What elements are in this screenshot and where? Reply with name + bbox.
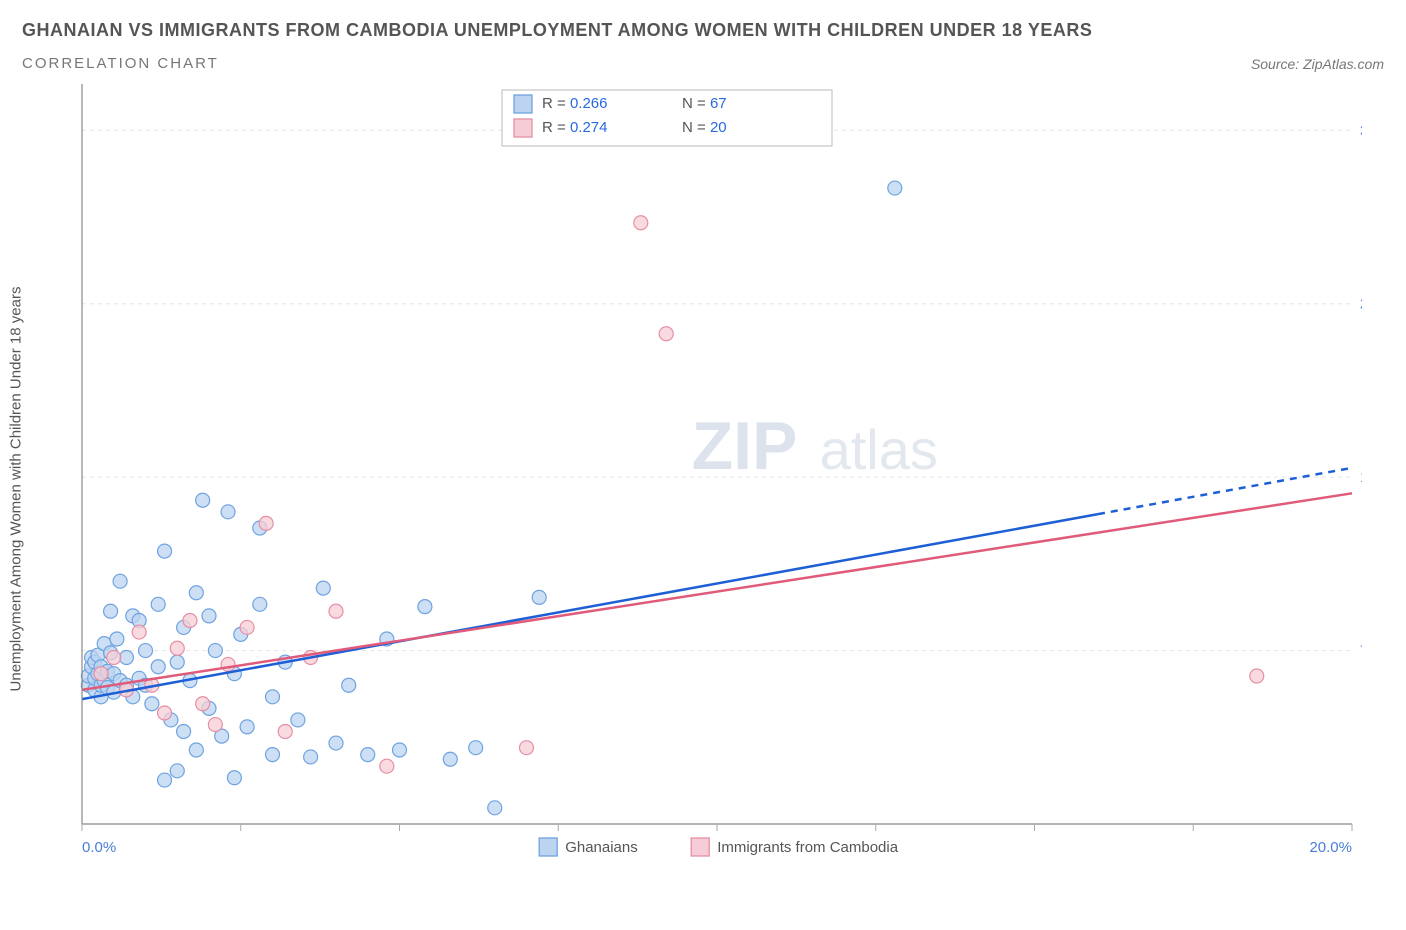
- chart-subtitle: CORRELATION CHART: [22, 55, 219, 72]
- data-point: [145, 697, 159, 711]
- data-point: [158, 773, 172, 787]
- legend-label: Ghanaians: [565, 839, 638, 856]
- data-point: [253, 597, 267, 611]
- source-label: Source: ZipAtlas.com: [1251, 56, 1384, 72]
- data-point: [532, 590, 546, 604]
- data-point: [240, 720, 254, 734]
- data-point: [170, 764, 184, 778]
- data-point: [488, 801, 502, 815]
- data-point: [221, 657, 235, 671]
- data-point: [443, 752, 457, 766]
- data-point: [221, 505, 235, 519]
- data-point: [304, 750, 318, 764]
- data-point: [659, 327, 673, 341]
- data-point: [202, 609, 216, 623]
- data-point: [208, 644, 222, 658]
- data-point: [418, 600, 432, 614]
- legend-stat: N = 67: [682, 95, 727, 112]
- data-point: [266, 690, 280, 704]
- data-point: [266, 748, 280, 762]
- correlation-chart: 7.5% 15.0% 22.5% 30.0% ZIP atlas 0.0% 20.0% R = …: [22, 84, 1362, 894]
- data-point: [110, 632, 124, 646]
- data-point: [342, 678, 356, 692]
- data-point: [208, 718, 222, 732]
- watermark: ZIP: [692, 408, 798, 484]
- data-point: [113, 574, 127, 588]
- data-point: [278, 725, 292, 739]
- regression-line-extrapolated: [1098, 468, 1352, 514]
- legend-stat: N = 20: [682, 119, 727, 136]
- data-point: [329, 604, 343, 618]
- watermark: atlas: [820, 418, 938, 481]
- data-point: [634, 216, 648, 230]
- data-point: [139, 644, 153, 658]
- x-tick-label: 0.0%: [82, 839, 116, 856]
- data-point: [183, 614, 197, 628]
- data-point: [196, 493, 210, 507]
- data-point: [189, 743, 203, 757]
- data-point: [119, 651, 133, 665]
- y-tick-label: 7.5%: [1360, 643, 1362, 660]
- data-point: [151, 597, 165, 611]
- data-point: [329, 736, 343, 750]
- data-point: [520, 741, 534, 755]
- data-point: [132, 625, 146, 639]
- data-point: [227, 771, 241, 785]
- data-point: [196, 697, 210, 711]
- data-point: [888, 181, 902, 195]
- data-point: [177, 725, 191, 739]
- legend-label: Immigrants from Cambodia: [717, 839, 899, 856]
- x-tick-label: 20.0%: [1309, 839, 1352, 856]
- data-point: [361, 748, 375, 762]
- data-point: [170, 641, 184, 655]
- legend-swatch: [539, 838, 557, 856]
- y-axis-label: Unemployment Among Women with Children U…: [8, 287, 25, 692]
- data-point: [469, 741, 483, 755]
- data-point: [259, 516, 273, 530]
- data-point: [94, 667, 108, 681]
- legend-stat: R = 0.274: [542, 119, 607, 136]
- data-point: [151, 660, 165, 674]
- data-point: [393, 743, 407, 757]
- y-tick-label: 22.5%: [1360, 296, 1362, 313]
- legend-stat: R = 0.266: [542, 95, 607, 112]
- data-point: [107, 651, 121, 665]
- chart-title: GHANAIAN VS IMMIGRANTS FROM CAMBODIA UNE…: [22, 20, 1384, 41]
- legend-swatch: [691, 838, 709, 856]
- data-point: [104, 604, 118, 618]
- data-point: [158, 706, 172, 720]
- data-point: [291, 713, 305, 727]
- data-point: [380, 759, 394, 773]
- regression-line: [82, 514, 1098, 699]
- data-point: [170, 655, 184, 669]
- data-point: [1250, 669, 1264, 683]
- data-point: [316, 581, 330, 595]
- data-point: [189, 586, 203, 600]
- data-point: [158, 544, 172, 558]
- y-tick-label: 15.0%: [1360, 469, 1362, 486]
- y-tick-label: 30.0%: [1360, 122, 1362, 139]
- data-point: [240, 620, 254, 634]
